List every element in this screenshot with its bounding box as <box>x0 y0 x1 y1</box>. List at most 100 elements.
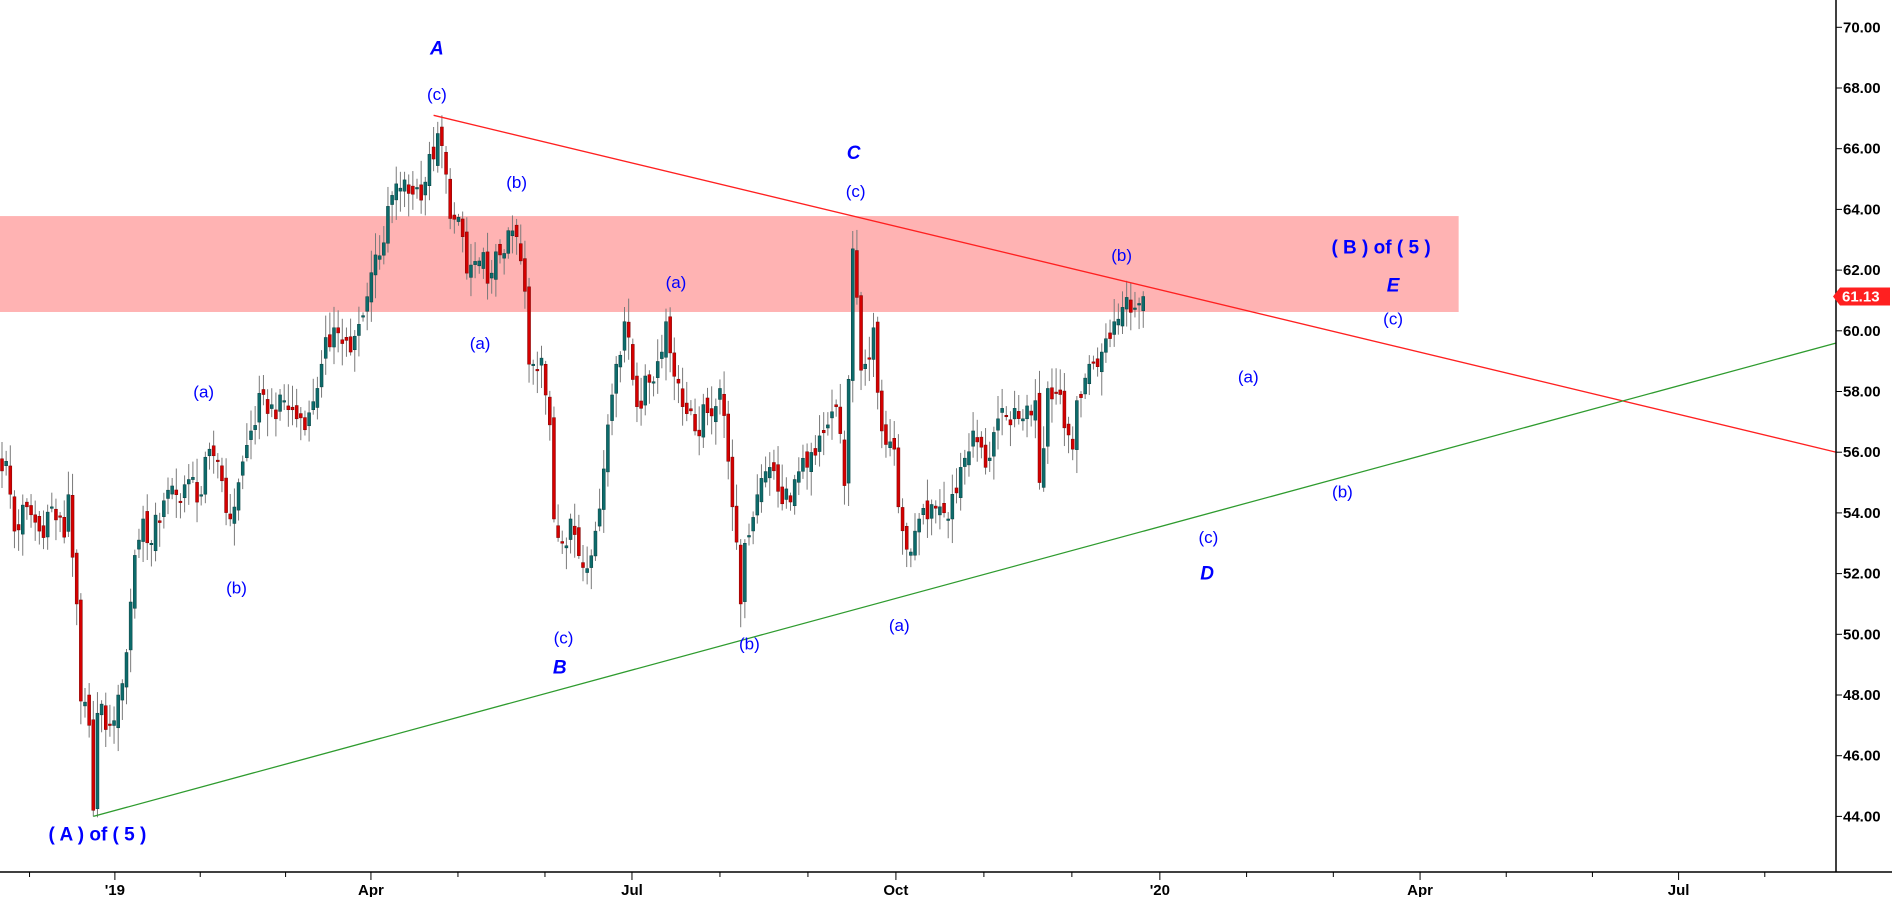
candle-body <box>473 261 477 265</box>
candle-body <box>917 518 921 533</box>
candle <box>141 505 145 563</box>
x-tick-label: Oct <box>883 882 908 897</box>
candle <box>436 121 440 173</box>
candle <box>1004 406 1009 421</box>
y-tick-label: 64.00 <box>1843 201 1881 218</box>
candle <box>415 178 419 199</box>
candle <box>942 481 946 518</box>
candle <box>328 312 332 352</box>
candle-body <box>676 378 681 384</box>
candle-body <box>1004 415 1009 418</box>
candle-body <box>1070 438 1075 450</box>
candle-body <box>622 321 627 351</box>
candle <box>519 224 523 265</box>
candle-body <box>299 413 303 419</box>
candle-body <box>784 488 789 500</box>
candle-body <box>436 133 440 166</box>
candle-body <box>133 555 137 609</box>
candle <box>668 307 672 373</box>
candle-body <box>228 513 232 520</box>
candle-body <box>967 451 971 466</box>
candle-body <box>361 315 365 318</box>
candle-body <box>108 723 112 726</box>
candle <box>622 306 627 363</box>
candle-body <box>614 363 618 394</box>
candle-body <box>99 703 104 716</box>
candle-body <box>971 430 975 447</box>
candle-body <box>826 424 830 429</box>
candle-body <box>768 467 772 479</box>
candle-body <box>797 471 801 483</box>
candle-body <box>581 562 585 568</box>
x-tick-label: Apr <box>1407 882 1433 897</box>
candle-body <box>722 393 726 416</box>
candle-body <box>1075 400 1079 450</box>
candle-body <box>444 151 448 175</box>
candle-body <box>1133 307 1137 310</box>
candle-body <box>539 357 544 366</box>
candle <box>709 386 714 435</box>
candle <box>718 379 722 415</box>
candle-body <box>303 417 307 431</box>
candle-body <box>149 543 154 545</box>
candle-body <box>892 438 896 450</box>
candle <box>602 450 606 533</box>
candle <box>967 433 971 477</box>
candle-body <box>942 503 946 514</box>
candle <box>958 452 963 511</box>
candle-body <box>606 424 610 473</box>
candle <box>365 282 369 331</box>
wave-label: (c) <box>846 182 866 201</box>
candle-body <box>502 253 506 259</box>
candle <box>494 243 498 297</box>
wave-label: A <box>429 39 444 60</box>
candle-body <box>602 468 606 510</box>
candle-body <box>1091 361 1096 364</box>
candle-body <box>693 414 697 432</box>
candle <box>465 217 469 280</box>
candle-body <box>460 218 465 237</box>
candle <box>162 492 166 529</box>
candle-body <box>859 295 863 371</box>
candle-body <box>394 183 398 201</box>
candle <box>871 312 876 378</box>
candle <box>618 351 623 383</box>
candle-body <box>207 448 212 457</box>
candle-body <box>253 425 257 430</box>
candle-body <box>975 437 979 443</box>
candle <box>41 510 46 550</box>
candle-body <box>639 400 643 409</box>
candle-body <box>402 179 407 192</box>
candle <box>747 523 751 546</box>
candle <box>892 421 896 466</box>
candle <box>913 513 917 561</box>
candle-body <box>124 652 129 688</box>
y-tick-label: 56.00 <box>1843 444 1881 461</box>
candle-body <box>631 344 635 380</box>
candle <box>693 398 697 436</box>
candle <box>548 390 552 441</box>
candle-body <box>834 404 838 407</box>
y-tick-label: 70.00 <box>1843 19 1881 36</box>
candle-body <box>780 486 784 505</box>
candle <box>1054 368 1058 405</box>
candle <box>91 700 96 817</box>
candle <box>390 191 394 224</box>
candle-body <box>50 506 54 509</box>
candle <box>153 502 158 562</box>
candle-body <box>377 255 382 260</box>
candle <box>1012 390 1017 428</box>
candle <box>270 388 274 418</box>
candle-body <box>477 260 481 267</box>
wave-label: C <box>847 143 861 164</box>
candle <box>772 449 776 480</box>
candle <box>655 339 660 394</box>
candle <box>801 444 805 479</box>
candle-body <box>386 206 390 244</box>
candle-body <box>1116 318 1121 326</box>
candle-body <box>1112 321 1116 335</box>
candle <box>1000 388 1004 436</box>
candle-body <box>851 248 855 381</box>
candle-body <box>946 518 950 521</box>
candle <box>1124 280 1129 327</box>
